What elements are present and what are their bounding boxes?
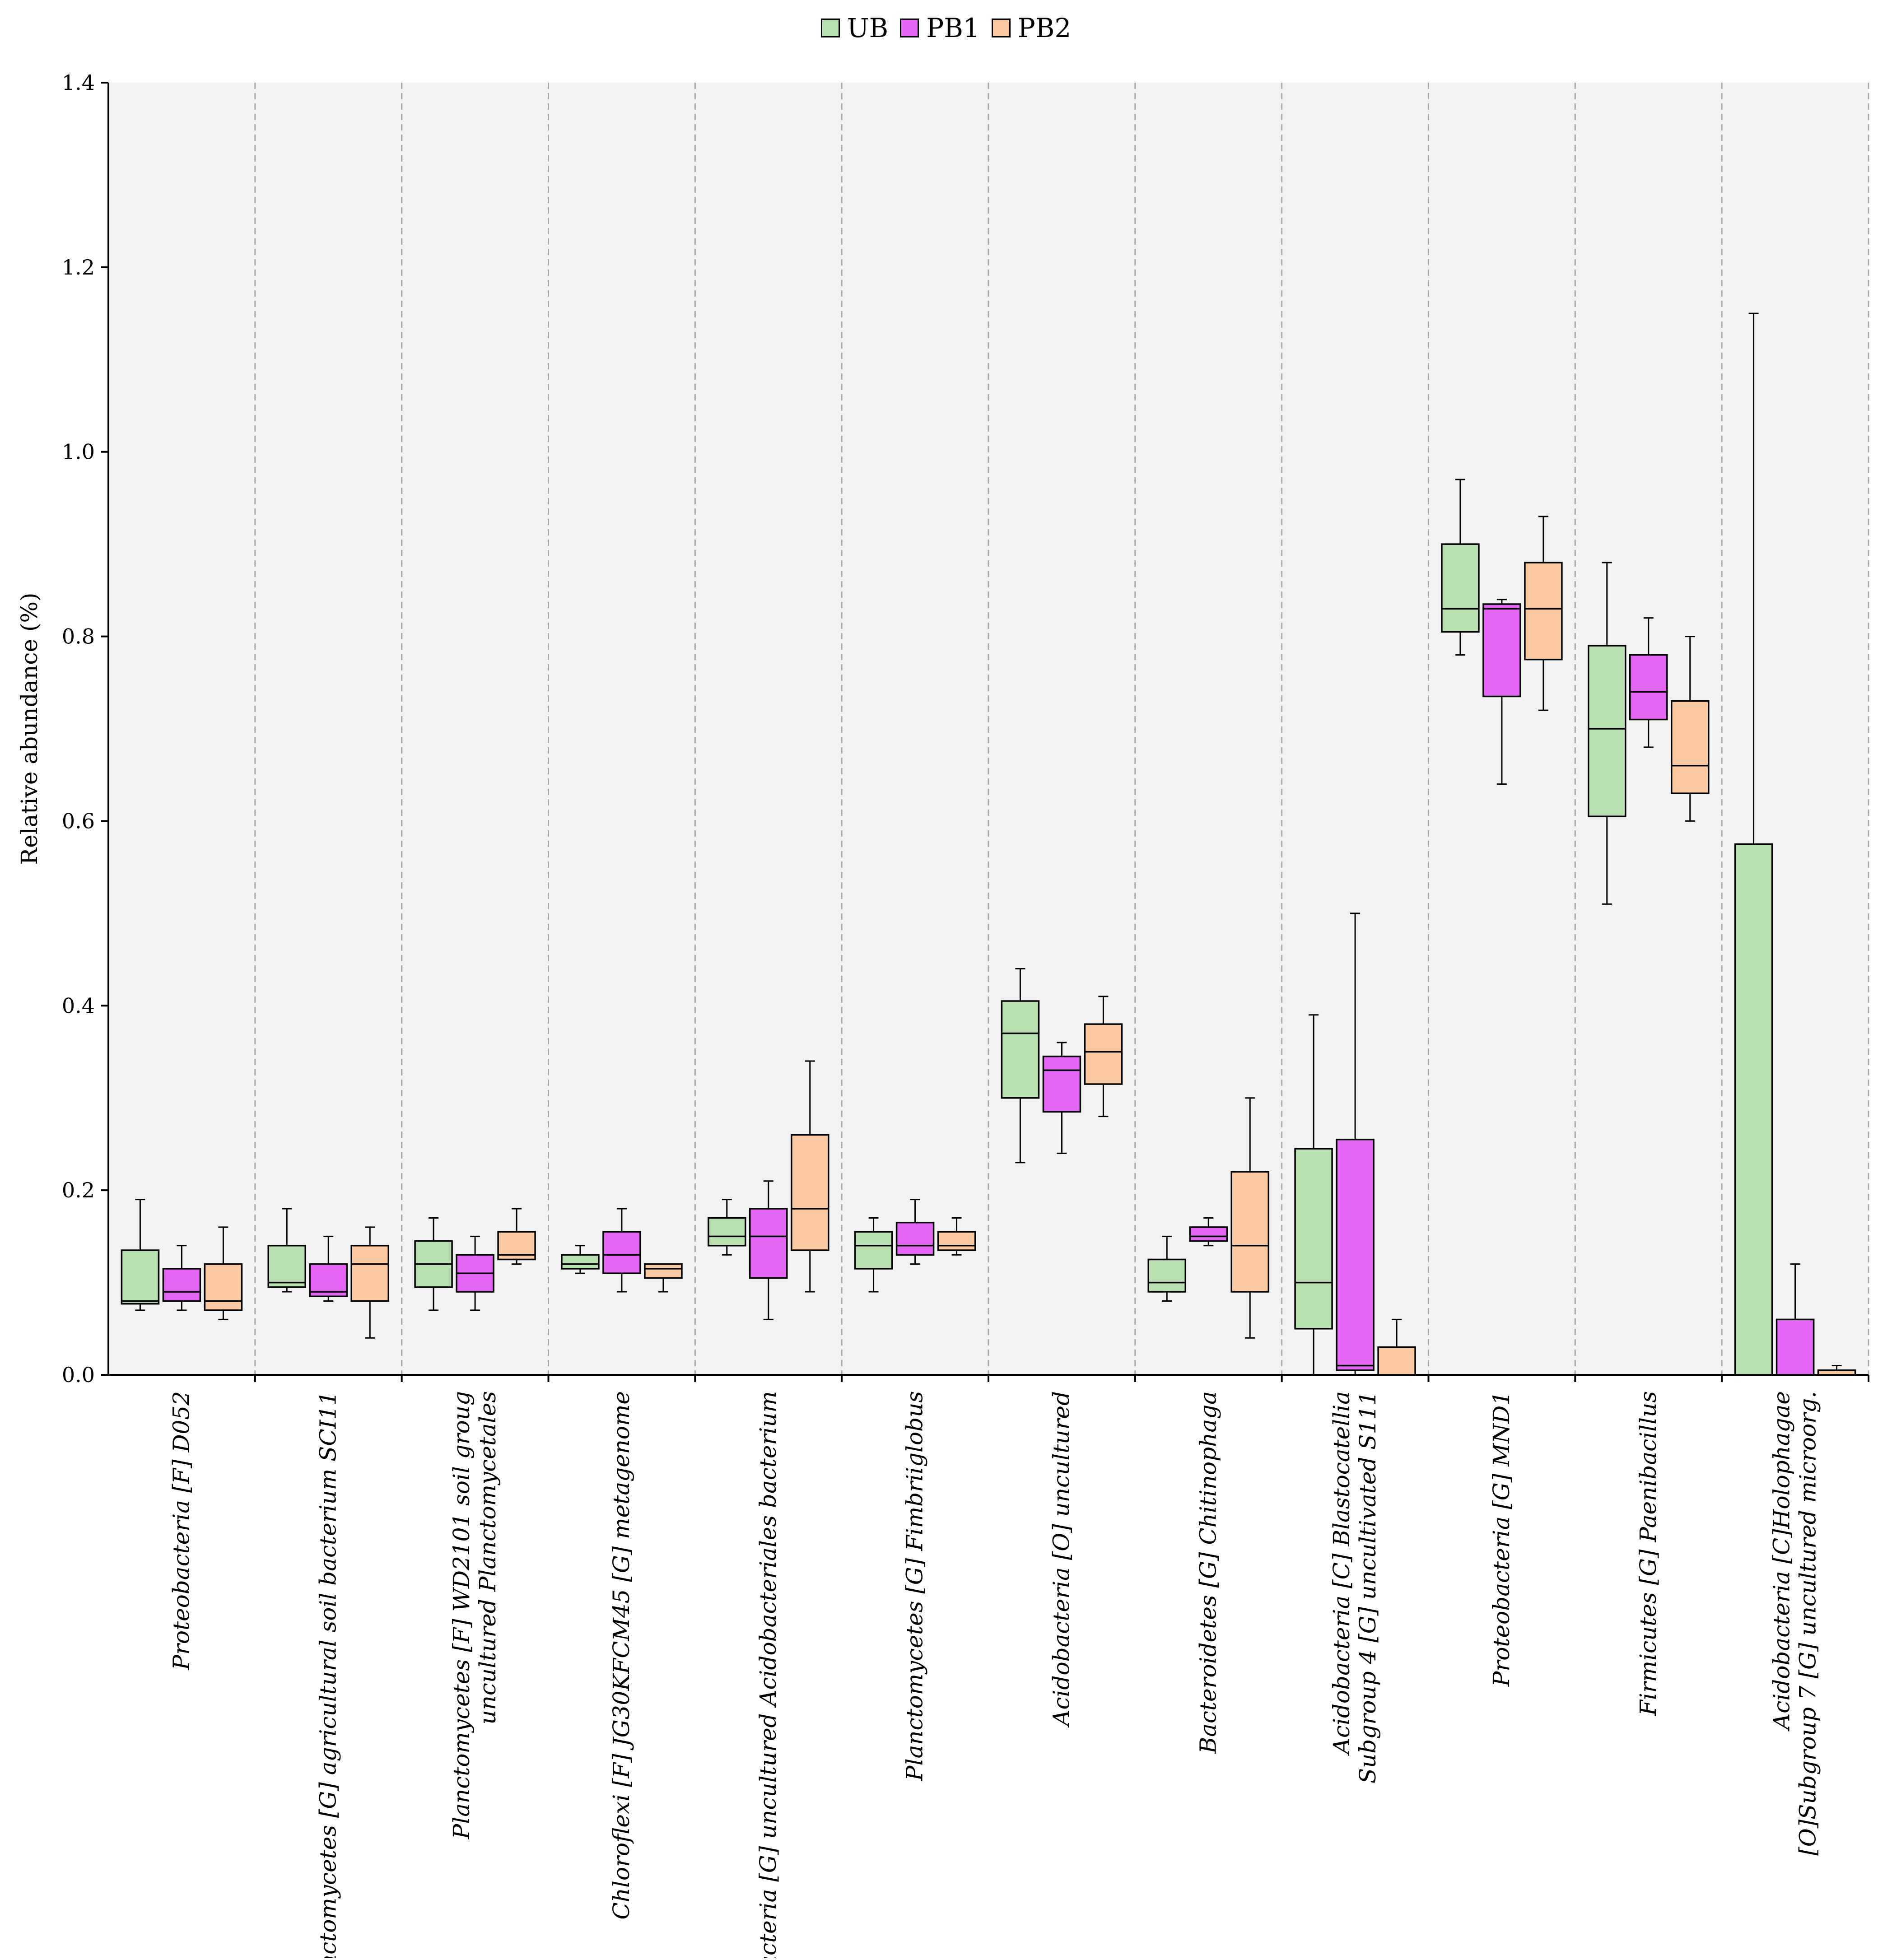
x-tick-label: Proteobacteria [G] MND1 [1488, 1391, 1515, 1687]
box-ub [1441, 543, 1480, 633]
box-ub [561, 1254, 600, 1270]
box-pb2 [937, 1231, 976, 1251]
x-tick-label-line: Chloroflexi [F] JG30KFCM45 [G] metagenom… [608, 1391, 634, 1919]
box-ub [1734, 843, 1773, 1376]
x-tick-label-line: Firmicutes [G] Paenibacillus [1635, 1391, 1661, 1716]
x-tick-label-line: Bacteroidetes [G] Chitinophaga [1195, 1391, 1221, 1754]
y-tick-label: 0.2 [62, 1178, 95, 1202]
legend-label-pb2: PB2 [1017, 13, 1072, 43]
legend-swatch-pb1 [900, 19, 919, 37]
legend-item-pb2: PB2 [991, 13, 1072, 43]
y-tick-label: 0.0 [62, 1363, 95, 1387]
box-pb1 [602, 1231, 641, 1274]
x-tick-label-line: Proteobacteria [G] MND1 [1488, 1391, 1515, 1687]
x-tick-label-line: Acidobacteria [O] uncultured [1048, 1391, 1074, 1728]
y-tick-label: 1.4 [62, 70, 95, 95]
box-pb1 [749, 1208, 788, 1279]
box-pb2 [644, 1263, 683, 1279]
box-ub [708, 1217, 746, 1247]
box-ub [1588, 645, 1626, 817]
x-tick-label: Acidobacteria [C]Holophagae[O]Subgroup 7… [1769, 1391, 1821, 1856]
box-pb1 [162, 1268, 201, 1302]
x-tick-label-line: Subgroup 4 [G] uncultivated S111 [1355, 1391, 1381, 1783]
x-tick-label: Acidobacteria [O] uncultured [1048, 1391, 1074, 1728]
box-pb2 [1084, 1023, 1123, 1085]
y-tick-label: 1.0 [62, 440, 95, 464]
box-pb1 [1042, 1055, 1081, 1113]
box-pb2 [1230, 1171, 1269, 1293]
x-tick-label-line: [O]Subgroup 7 [G] uncultured microorg. [1795, 1391, 1821, 1856]
box-ub [1147, 1258, 1186, 1293]
box-ub [121, 1249, 160, 1305]
box-ub [1294, 1148, 1333, 1330]
box-ub [1001, 1000, 1040, 1099]
y-tick-label: 1.2 [62, 255, 95, 279]
x-tick-label: Planctomycetes [G] Fimbriiglobus [902, 1391, 928, 1781]
legend-swatch-pb2 [991, 19, 1011, 37]
y-tick-label: 0.8 [62, 624, 95, 649]
box-pb2 [204, 1263, 243, 1311]
box-pb1 [895, 1221, 935, 1256]
legend-label-pb1: PB1 [926, 13, 980, 43]
legend-item-ub: UB [820, 13, 889, 43]
legend-item-pb1: PB1 [900, 13, 980, 43]
box-ub [854, 1231, 893, 1270]
x-tick-label-line: Acidobacteria [C] Blastocatellia [1328, 1391, 1355, 1756]
y-tick-label: 0.6 [62, 809, 95, 833]
x-tick-label: Proteobacteria [F] D052 [168, 1391, 194, 1671]
x-tick-label-line: Proteobacteria [F] D052 [168, 1391, 194, 1671]
legend: UB PB1 PB2 [0, 13, 1892, 43]
x-tick-label: Acidobacteria [G] uncultured Acidobacter… [755, 1391, 781, 1958]
box-pb2 [1524, 562, 1563, 661]
box-pb1 [1336, 1138, 1375, 1371]
x-tick-label: Chloroflexi [F] JG30KFCM45 [G] metagenom… [608, 1391, 634, 1919]
y-axis-label: Relative abundance (%) [16, 592, 42, 865]
x-tick-label: Acidobacteria [C] BlastocatelliaSubgroup… [1328, 1391, 1381, 1783]
y-tick-label: 0.4 [62, 993, 95, 1018]
box-pb1 [1482, 603, 1521, 698]
legend-label-ub: UB [847, 13, 889, 43]
x-tick-label: Bacteroidetes [G] Chitinophaga [1195, 1391, 1221, 1754]
x-tick-label: Planctomycetes [F] WD2101 soil grouguncu… [448, 1391, 501, 1839]
x-tick-label-line: uncultured Planctomycetales [475, 1391, 501, 1725]
box-ub [267, 1245, 306, 1288]
x-tick-label: Firmicutes [G] Paenibacillus [1635, 1391, 1661, 1716]
x-tick-label-line: Planctomycetes [F] WD2101 soil groug [448, 1391, 475, 1839]
x-tick-label-line: Acidobacteria [G] uncultured Acidobacter… [755, 1391, 781, 1958]
box-pb1 [1775, 1318, 1815, 1376]
box-pb2 [1377, 1346, 1416, 1376]
legend-swatch-ub [820, 19, 840, 37]
x-tick-label-line: Acidobacteria [C]Holophagae [1769, 1391, 1795, 1732]
box-pb1 [1629, 654, 1668, 721]
x-tick-label: Planctomycetes [G] agricultural soil bac… [315, 1391, 341, 1958]
box-pb1 [1189, 1226, 1228, 1242]
x-tick-label-line: Planctomycetes [G] agricultural soil bac… [315, 1391, 341, 1958]
box-pb2 [350, 1245, 389, 1302]
x-tick-label-line: Planctomycetes [G] Fimbriiglobus [902, 1391, 928, 1781]
box-pb2 [1671, 700, 1710, 794]
box-pb2 [791, 1134, 829, 1251]
